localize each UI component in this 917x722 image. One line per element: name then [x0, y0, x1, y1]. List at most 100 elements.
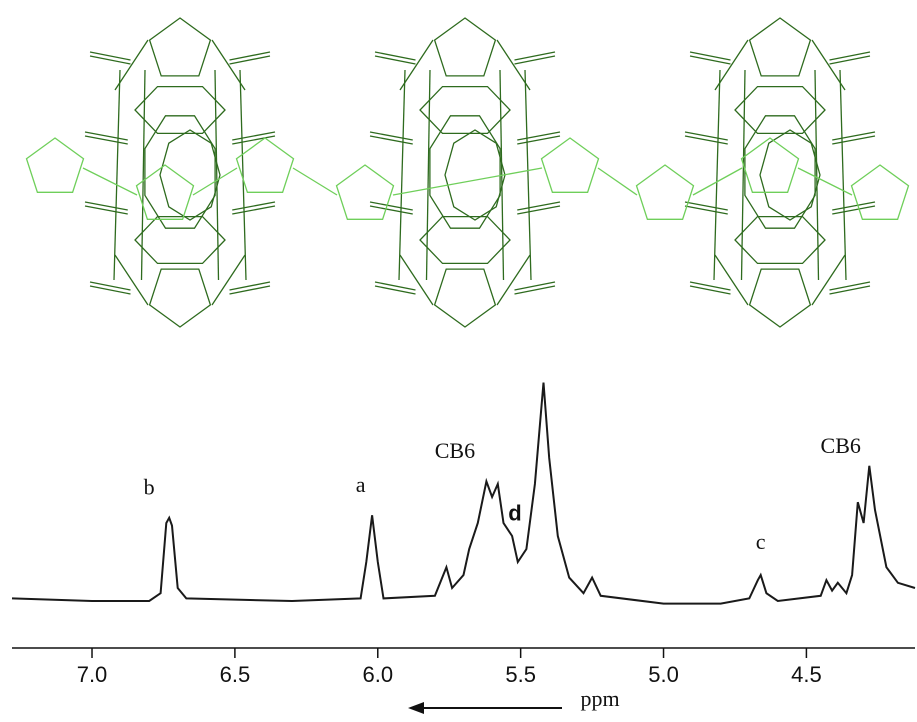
bond — [369, 131, 413, 141]
bond — [374, 55, 416, 65]
bond — [232, 205, 276, 215]
bond — [84, 131, 128, 141]
bond — [714, 39, 749, 91]
ring — [235, 137, 295, 193]
bond — [229, 281, 271, 291]
ring — [25, 137, 85, 193]
bond — [392, 167, 543, 196]
ring — [744, 115, 816, 229]
bond — [374, 51, 416, 61]
bond — [192, 167, 238, 196]
bond — [89, 281, 131, 291]
bond — [369, 201, 413, 211]
bond — [689, 285, 731, 295]
peak-label: CB6 — [435, 438, 475, 463]
bond — [114, 254, 149, 306]
bond — [89, 55, 131, 65]
ring — [433, 268, 497, 328]
bond — [524, 69, 532, 281]
bond — [399, 254, 434, 306]
bond — [514, 285, 556, 295]
ring — [159, 129, 221, 221]
x-tick-label: 6.0 — [362, 662, 393, 687]
bond — [689, 281, 731, 291]
ring — [148, 17, 212, 77]
spectrum-line — [11, 382, 916, 605]
bond — [517, 131, 561, 141]
bond — [374, 281, 416, 291]
x-axis-label: ppm — [580, 686, 619, 711]
ring — [850, 164, 910, 220]
ring — [134, 215, 226, 265]
bond — [82, 167, 138, 196]
bond — [369, 135, 413, 145]
ring — [134, 85, 226, 135]
bond — [689, 51, 731, 61]
bond — [689, 55, 731, 65]
bond — [514, 51, 556, 61]
bond — [229, 51, 271, 61]
x-tick-label: 5.0 — [648, 662, 679, 687]
bond — [496, 39, 531, 91]
bond — [684, 205, 728, 215]
bond — [398, 69, 406, 281]
bond — [517, 201, 561, 211]
ring — [734, 215, 826, 265]
bond — [229, 55, 271, 65]
bond — [597, 167, 638, 196]
bond — [211, 254, 246, 306]
molecular-structure — [25, 17, 910, 328]
bond — [514, 281, 556, 291]
bond — [829, 285, 871, 295]
bond — [232, 131, 276, 141]
bond — [232, 135, 276, 145]
ring — [759, 129, 821, 221]
bond — [292, 167, 338, 196]
bond — [814, 69, 820, 281]
bond — [797, 167, 853, 196]
bond — [211, 39, 246, 91]
ring — [135, 164, 195, 220]
bond — [89, 285, 131, 295]
ring — [444, 129, 506, 221]
bond — [832, 135, 876, 145]
x-tick-label: 7.0 — [77, 662, 108, 687]
ring — [740, 137, 800, 193]
bond — [684, 135, 728, 145]
bond — [229, 285, 271, 295]
bond — [517, 205, 561, 215]
bond — [829, 51, 871, 61]
bond — [829, 55, 871, 65]
bond — [140, 69, 146, 281]
bond — [684, 201, 728, 211]
bond — [114, 39, 149, 91]
peak-label: CB6 — [821, 433, 861, 458]
bond — [811, 39, 846, 91]
bond — [239, 69, 247, 281]
bond — [829, 281, 871, 291]
peak-label: d — [508, 500, 521, 525]
bond — [517, 135, 561, 145]
ring — [419, 85, 511, 135]
bond — [113, 69, 121, 281]
bond — [514, 55, 556, 65]
ring — [635, 164, 695, 220]
bond — [684, 131, 728, 141]
bond — [214, 69, 220, 281]
arrow-head — [408, 702, 424, 714]
peak-label: a — [356, 472, 366, 497]
bond — [84, 201, 128, 211]
ring — [335, 164, 395, 220]
bond — [839, 69, 847, 281]
x-tick-label: 5.5 — [505, 662, 536, 687]
x-tick-label: 4.5 — [791, 662, 822, 687]
bond — [399, 39, 434, 91]
bond — [232, 201, 276, 211]
bond — [496, 254, 531, 306]
bond — [84, 205, 128, 215]
ring — [433, 17, 497, 77]
bond — [811, 254, 846, 306]
peak-label: c — [756, 529, 766, 554]
bond — [832, 131, 876, 141]
bond — [369, 205, 413, 215]
